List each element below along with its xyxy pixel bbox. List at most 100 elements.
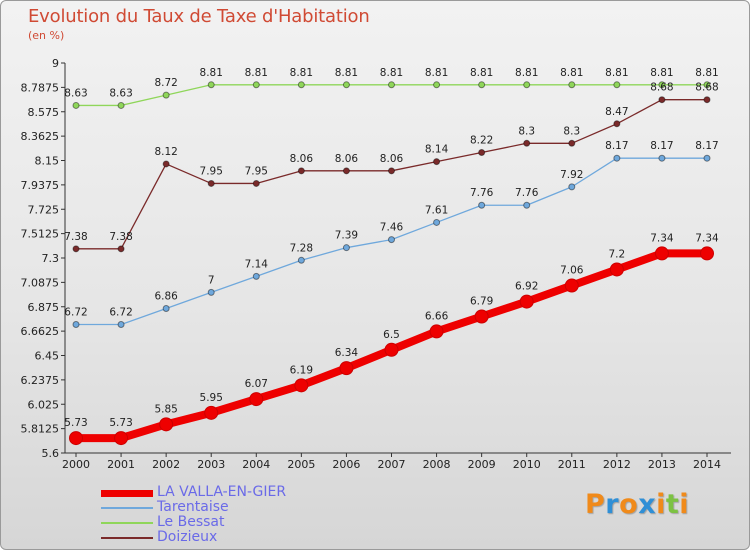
data-label: 5.73 <box>64 417 87 429</box>
data-point <box>207 179 215 187</box>
logo-letter: t <box>665 489 680 520</box>
data-point <box>342 244 350 252</box>
data-label: 8.17 <box>695 140 718 152</box>
data-label: 8.12 <box>154 146 177 158</box>
data-point <box>72 321 80 329</box>
data-point <box>433 81 441 89</box>
data-point <box>568 81 576 89</box>
data-point <box>117 321 125 329</box>
data-label: 6.72 <box>109 307 132 319</box>
x-tick-label: 2007 <box>378 458 406 471</box>
data-label: 8.3 <box>563 125 580 137</box>
data-label: 8.81 <box>290 67 313 79</box>
legend-swatch <box>101 507 153 509</box>
data-point <box>117 245 125 253</box>
data-point <box>252 272 260 280</box>
data-label: 7 <box>208 274 215 286</box>
y-tick-label: 6.2375 <box>21 374 60 387</box>
data-point <box>523 81 531 89</box>
data-label: 7.06 <box>560 265 584 277</box>
data-point <box>703 96 711 104</box>
data-label: 7.38 <box>64 231 87 243</box>
x-tick-label: 2001 <box>107 458 135 471</box>
data-point <box>609 262 624 277</box>
data-label: 6.92 <box>515 281 538 293</box>
data-label: 8.81 <box>605 67 628 79</box>
x-tick-label: 2003 <box>197 458 225 471</box>
data-label: 6.86 <box>154 290 178 302</box>
data-label: 7.76 <box>470 187 494 199</box>
data-label: 5.85 <box>154 403 177 415</box>
data-point <box>658 81 666 89</box>
data-label: 7.28 <box>290 242 313 254</box>
data-point <box>384 342 399 357</box>
data-point <box>162 160 170 168</box>
data-label: 6.07 <box>245 378 268 390</box>
data-label: 8.68 <box>695 82 718 94</box>
data-label: 8.81 <box>560 67 583 79</box>
data-point <box>294 378 309 393</box>
data-label: 7.14 <box>245 258 269 270</box>
proxiti-logo: Proxiti <box>585 489 689 520</box>
x-tick-label: 2010 <box>513 458 541 471</box>
legend-swatch <box>101 522 153 524</box>
y-tick-label: 6.6625 <box>21 325 60 338</box>
data-label: 8.81 <box>470 67 493 79</box>
x-tick-label: 2014 <box>693 458 721 471</box>
data-point <box>69 431 83 446</box>
data-point <box>568 139 576 147</box>
x-tick-label: 2005 <box>287 458 315 471</box>
data-label: 8.06 <box>380 153 404 165</box>
data-point <box>429 324 444 339</box>
legend-label: Doizieux <box>157 529 218 545</box>
data-point <box>474 309 489 324</box>
data-point <box>114 431 129 446</box>
data-label: 8.63 <box>64 87 87 99</box>
legend-label: LA VALLA-EN-GIER <box>157 484 287 500</box>
data-label: 7.2 <box>609 248 626 260</box>
y-tick-label: 7.0875 <box>21 276 60 289</box>
y-tick-label: 8.7875 <box>21 81 60 94</box>
data-point <box>564 278 579 293</box>
data-label: 6.66 <box>425 310 449 322</box>
data-label: 6.79 <box>470 296 493 308</box>
data-point <box>568 183 576 191</box>
data-label: 8.17 <box>650 140 673 152</box>
data-point <box>388 167 395 175</box>
chart-title: Evolution du Taux de Taxe d'Habitation <box>28 6 370 27</box>
data-label: 7.34 <box>695 232 719 244</box>
data-label: 8.81 <box>515 67 538 79</box>
data-point <box>252 179 260 187</box>
data-label: 8.47 <box>605 106 628 118</box>
data-label: 7.92 <box>560 169 583 181</box>
data-point <box>252 81 260 89</box>
y-tick-label: 7.725 <box>28 203 60 216</box>
data-point <box>433 218 441 226</box>
data-label: 7.95 <box>200 165 223 177</box>
logo-letter: i <box>679 489 690 520</box>
legend-swatch <box>101 537 153 539</box>
data-label: 7.38 <box>109 231 132 243</box>
chart-unit: (en %) <box>28 29 65 42</box>
x-tick-label: 2008 <box>423 458 451 471</box>
data-point <box>117 101 125 109</box>
data-label: 7.34 <box>650 232 674 244</box>
data-label: 8.81 <box>650 67 673 79</box>
y-tick-label: 6.45 <box>35 350 60 363</box>
y-tick-label: 6.875 <box>28 301 60 314</box>
data-point <box>613 154 621 162</box>
data-point <box>658 96 666 104</box>
data-label: 8.3 <box>518 125 535 137</box>
data-label: 8.72 <box>154 77 177 89</box>
data-point <box>388 236 395 244</box>
data-point <box>478 81 486 89</box>
data-point <box>613 120 621 128</box>
y-tick-label: 5.6 <box>42 447 60 460</box>
data-point <box>297 256 305 264</box>
data-point <box>658 154 666 162</box>
data-label: 8.68 <box>650 82 673 94</box>
data-label: 8.22 <box>470 134 493 146</box>
data-point <box>72 101 80 109</box>
logo-letter: o <box>619 489 639 520</box>
